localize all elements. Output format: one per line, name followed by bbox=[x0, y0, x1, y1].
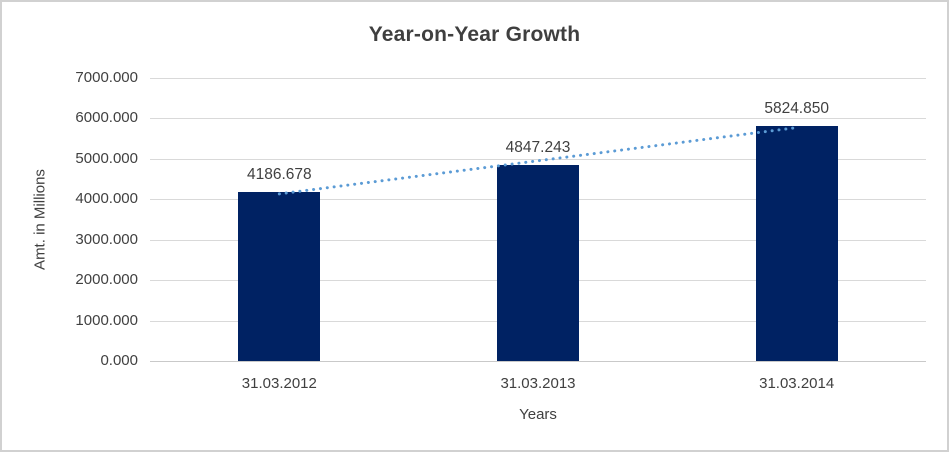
gridline bbox=[150, 78, 926, 79]
x-axis-title: Years bbox=[519, 406, 557, 423]
y-axis-tick-label: 4000.000 bbox=[75, 190, 138, 208]
x-axis-tick-label: 31.03.2013 bbox=[500, 375, 576, 392]
chart-title: Year-on-Year Growth bbox=[368, 23, 581, 46]
bar bbox=[755, 125, 838, 361]
y-axis-tick-label: 3000.000 bbox=[75, 230, 138, 248]
x-axis-tick-label: 31.03.2014 bbox=[759, 375, 835, 392]
y-axis-tick-label: 1000.000 bbox=[75, 311, 138, 329]
x-axis-tick-label: 31.03.2012 bbox=[241, 375, 317, 392]
y-axis-tick-label: 7000.000 bbox=[75, 69, 138, 86]
bar-value-label: 4847.243 bbox=[505, 139, 571, 157]
x-axis-line bbox=[150, 361, 926, 362]
bar-value-label: 4186.678 bbox=[247, 165, 312, 183]
gridline bbox=[150, 118, 926, 120]
bar bbox=[238, 191, 321, 361]
bar-value-label: 5824.850 bbox=[764, 99, 829, 117]
y-axis-tick-label: 2000.000 bbox=[75, 271, 138, 289]
y-axis-tick-label: 0.000 bbox=[100, 352, 138, 369]
y-axis-tick-label: 5000.000 bbox=[75, 149, 138, 167]
bar bbox=[497, 165, 579, 361]
y-axis-tick-label: 6000.000 bbox=[75, 109, 138, 127]
